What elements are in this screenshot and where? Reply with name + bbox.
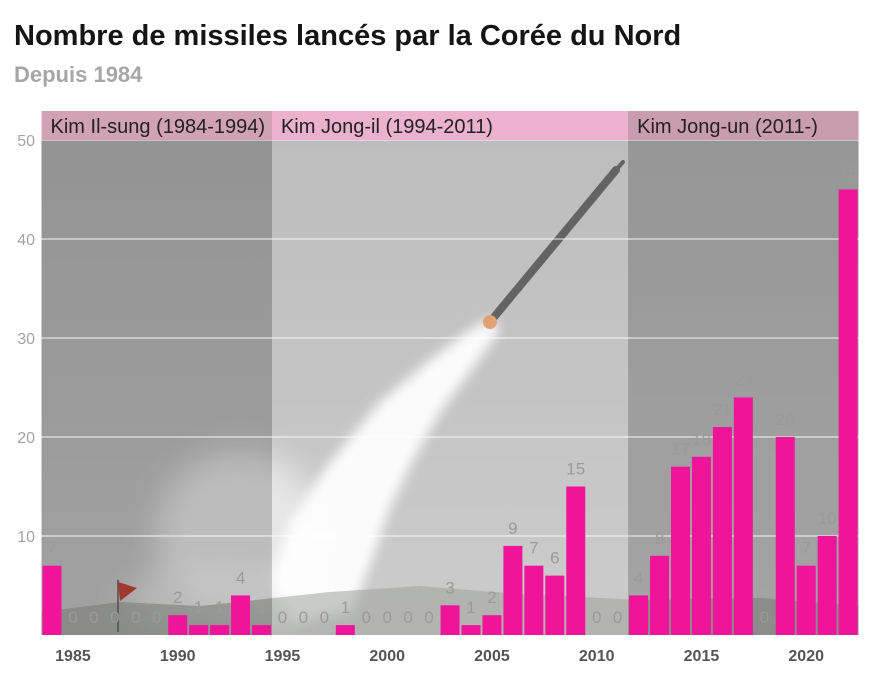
value-label-2018: 0: [760, 608, 769, 627]
value-label-1997: 0: [320, 608, 329, 627]
value-label-2005: 2: [487, 588, 496, 607]
value-label-2019: 20: [776, 410, 795, 429]
bar-1994: [252, 625, 271, 635]
bar-2003: [440, 605, 460, 635]
value-label-1993: 4: [236, 568, 245, 587]
bar-2004: [461, 625, 481, 635]
x-tick-label-1985: 1985: [55, 648, 91, 665]
x-tick-label-2000: 2000: [369, 648, 405, 665]
x-tick-label-2005: 2005: [474, 648, 510, 665]
bar-2009: [566, 486, 586, 635]
chart-title: Nombre de missiles lancés par la Corée d…: [14, 20, 682, 52]
period-band-kim-il-sung: [41, 140, 272, 635]
engine-glow: [483, 315, 497, 329]
value-label-1999: 0: [362, 608, 371, 627]
value-label-1990: 2: [173, 588, 182, 607]
period-label-kim-jong-un: Kim Jong-un (2011-): [637, 116, 818, 138]
value-label-2009: 15: [566, 460, 585, 479]
x-tick-label-2020: 2020: [788, 648, 824, 665]
y-tick-label-10: 10: [17, 529, 35, 546]
period-label-kim-il-sung: Kim Il-sung (1984-1994): [51, 116, 266, 138]
value-label-1996: 0: [299, 608, 308, 627]
chart-subtitle: Depuis 1984: [14, 62, 143, 87]
value-label-2022: 45: [839, 163, 858, 182]
value-label-1985: 0: [68, 608, 77, 627]
value-label-1991: 1: [194, 598, 203, 617]
bars: [42, 189, 858, 635]
period-headers: Kim Il-sung (1984-1994) Kim Jong-il (1994…: [41, 111, 859, 140]
bar-1991: [189, 625, 209, 635]
value-label-2016: 21: [713, 400, 732, 419]
value-label-2015: 18: [692, 430, 711, 449]
y-tick-label-30: 30: [17, 331, 35, 348]
exhaust-plume: [270, 318, 500, 622]
bar-2019: [775, 437, 795, 635]
value-label-2021: 10: [818, 509, 837, 528]
bar-2016: [712, 427, 732, 635]
bar-2014: [671, 466, 690, 635]
period-header-kim-il-sung: [41, 111, 272, 140]
rocket-nose: [614, 160, 625, 172]
bar-2021: [817, 536, 837, 635]
period-label-kim-jong-il: Kim Jong-il (1994-2011): [281, 116, 493, 138]
value-label-1988: 0: [131, 608, 140, 627]
value-label-1989: 0: [152, 608, 161, 627]
x-axis: 1985 1990 1995 2000 2005 2010 2015 2020: [55, 648, 824, 665]
value-label-1986: 0: [89, 608, 98, 627]
value-label-2013: 8: [655, 529, 664, 548]
value-label-2011: 0: [613, 608, 622, 627]
bar-2017: [733, 397, 753, 635]
bar-1984: [42, 565, 62, 635]
bar-1990: [168, 615, 188, 635]
value-label-1994: 1: [257, 598, 266, 617]
bar-2012: [629, 595, 649, 635]
value-label-2001: 0: [403, 608, 412, 627]
value-label-1987: 0: [110, 608, 119, 627]
x-tick-label-1990: 1990: [160, 648, 196, 665]
value-label-2000: 0: [382, 608, 391, 627]
x-tick-label-2010: 2010: [579, 648, 615, 665]
value-label-2004: 1: [466, 598, 475, 617]
y-tick-label-50: 50: [17, 133, 35, 150]
bar-2005: [482, 615, 502, 635]
value-label-2020: 7: [801, 539, 810, 558]
value-label-2006: 9: [508, 519, 517, 538]
bar-2013: [650, 555, 670, 635]
y-tick-label-40: 40: [17, 232, 35, 249]
bar-1992: [210, 625, 230, 635]
bar-2022: [838, 189, 858, 635]
bar-2020: [796, 565, 816, 635]
value-label-2010: 0: [592, 608, 601, 627]
value-label-1992: 1: [215, 598, 224, 617]
rocket: [486, 166, 620, 326]
value-label-2007: 7: [529, 539, 538, 558]
value-label-1984: 7: [47, 539, 56, 558]
bar-2006: [503, 545, 523, 635]
bar-2008: [545, 575, 565, 635]
bar-1998: [335, 625, 355, 635]
value-label-2014: 17: [671, 440, 690, 459]
bar-1993: [231, 595, 251, 635]
period-header-kim-jong-un: [628, 111, 859, 140]
bar-2007: [524, 565, 544, 635]
x-tick-label-2015: 2015: [684, 648, 720, 665]
red-flag: [118, 582, 137, 601]
value-label-2012: 4: [634, 568, 643, 587]
bar-2015: [691, 456, 711, 635]
period-header-kim-jong-il: [271, 111, 629, 140]
value-label-1998: 1: [341, 598, 350, 617]
value-label-1995: 0: [278, 608, 287, 627]
value-label-2008: 6: [550, 549, 559, 568]
x-tick-label-1995: 1995: [265, 648, 301, 665]
value-label-2017: 24: [734, 370, 753, 389]
value-label-2002: 0: [424, 608, 433, 627]
value-label-2003: 3: [445, 578, 454, 597]
y-axis: 10 20 30 40 50: [17, 133, 35, 546]
y-tick-label-20: 20: [17, 430, 35, 447]
